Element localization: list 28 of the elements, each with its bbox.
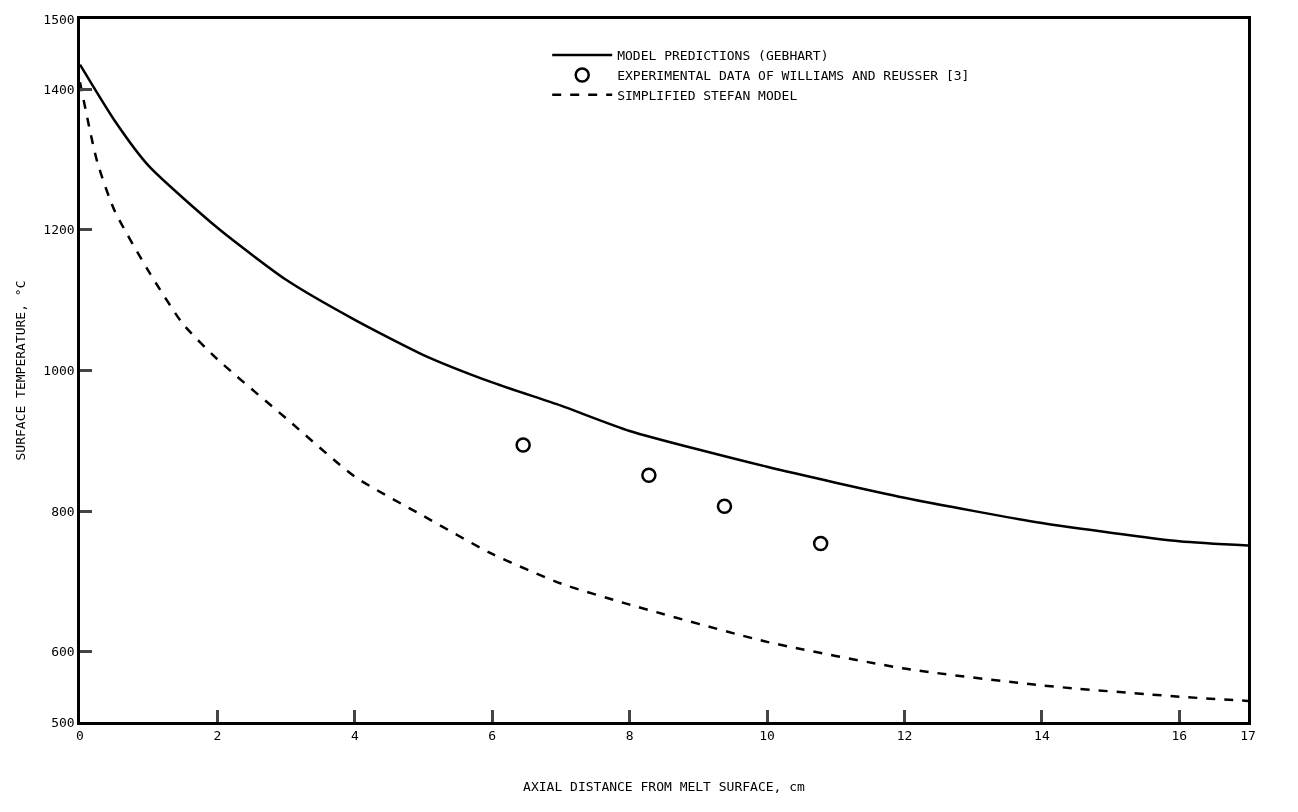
y-axis-title: SURFACE TEMPERATURE, °C bbox=[13, 280, 29, 461]
x-tick-label: 10 bbox=[759, 728, 775, 744]
x-tick-label: 4 bbox=[350, 728, 359, 744]
line-series bbox=[80, 81, 1248, 703]
point bbox=[812, 535, 829, 552]
x-tick-label: 14 bbox=[1034, 728, 1050, 744]
y-tick-label: 1500 bbox=[43, 11, 75, 27]
y-tick-label: 1200 bbox=[43, 222, 75, 238]
line-series bbox=[80, 63, 1248, 547]
point bbox=[716, 498, 733, 514]
x-tick-label: 8 bbox=[625, 728, 634, 744]
x-tick-label: 0 bbox=[76, 728, 84, 744]
y-tick-label: 500 bbox=[51, 714, 75, 730]
legend-label: EXPERIMENTAL DATA OF WILLIAMS AND REUSSER [3] bbox=[617, 68, 970, 84]
legend-label: MODEL PREDICTIONS (GEBHART) bbox=[617, 48, 829, 64]
legend-label: SIMPLIFIED STEFAN MODEL bbox=[617, 87, 798, 103]
point bbox=[515, 437, 531, 453]
y-tick-label: 800 bbox=[51, 503, 75, 519]
x-axis-title: AXIAL DISTANCE FROM MELT SURFACE, cm bbox=[523, 778, 806, 794]
y-tick-label: 1000 bbox=[43, 363, 75, 379]
x-tick-label: 12 bbox=[896, 728, 913, 744]
x-tick-label: 17 bbox=[1240, 728, 1256, 744]
x-tick-label: 16 bbox=[1171, 728, 1188, 744]
x-tick-label: 6 bbox=[488, 728, 497, 744]
point bbox=[641, 467, 657, 483]
y-tick-label: 600 bbox=[51, 644, 75, 660]
x-tick-label: 2 bbox=[213, 728, 222, 744]
y-tick-label: 1400 bbox=[43, 81, 75, 97]
